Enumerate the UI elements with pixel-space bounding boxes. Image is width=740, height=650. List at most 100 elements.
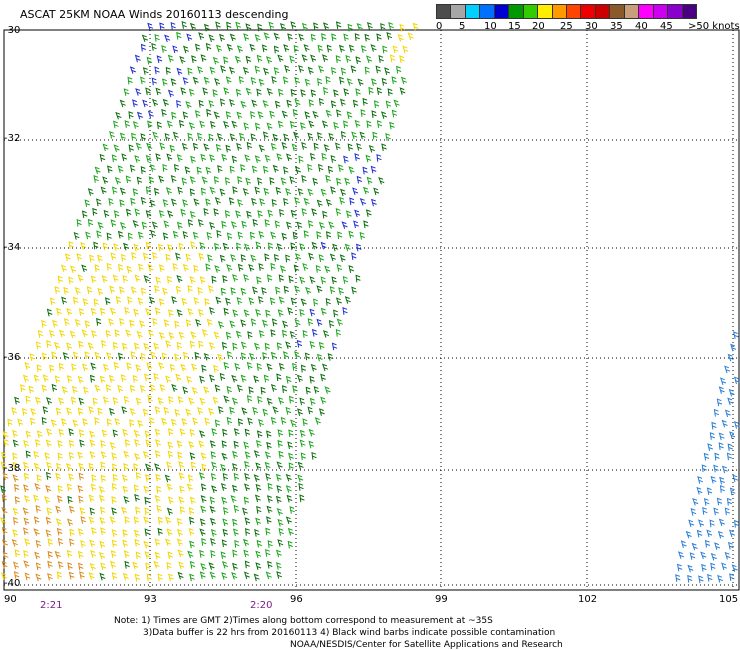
wind-barb bbox=[190, 363, 198, 371]
wind-barb bbox=[213, 208, 219, 216]
wind-barb bbox=[186, 33, 193, 42]
wind-barb bbox=[374, 100, 380, 109]
wind-barb bbox=[257, 177, 263, 186]
wind-barb bbox=[262, 165, 269, 174]
wind-barb bbox=[176, 154, 183, 162]
wind-barb bbox=[151, 42, 157, 51]
wind-barb bbox=[101, 429, 108, 438]
wind-barb bbox=[161, 417, 168, 426]
wind-barb bbox=[168, 331, 175, 340]
wind-barb bbox=[289, 330, 296, 339]
wind-barb bbox=[192, 76, 199, 85]
wind-barb bbox=[189, 573, 195, 582]
wind-barb bbox=[45, 516, 52, 525]
wind-barb bbox=[237, 231, 244, 240]
wind-barb bbox=[158, 298, 165, 307]
wind-barb bbox=[262, 131, 269, 140]
wind-barb bbox=[57, 495, 63, 504]
wind-barb bbox=[44, 496, 51, 504]
wind-barb bbox=[88, 516, 95, 525]
wind-barb bbox=[407, 32, 414, 41]
wind-speed-legend: 0 5 10 15 20 25 30 35 40 45 >50 knots bbox=[436, 4, 740, 36]
wind-barb bbox=[135, 88, 142, 96]
wind-barb bbox=[33, 450, 40, 459]
wind-barb bbox=[12, 529, 19, 537]
wind-barb bbox=[108, 374, 115, 383]
wind-barb bbox=[172, 263, 178, 271]
wind-barb bbox=[145, 186, 152, 194]
wind-barb bbox=[61, 418, 67, 427]
wind-barb bbox=[246, 210, 252, 219]
wind-barb bbox=[349, 197, 355, 206]
wind-barb bbox=[243, 309, 250, 318]
wind-barb bbox=[42, 374, 49, 383]
wind-barb bbox=[110, 550, 117, 558]
wind-barb bbox=[45, 439, 52, 448]
wind-barb bbox=[174, 353, 180, 362]
wind-barb bbox=[238, 76, 245, 84]
wind-barb bbox=[257, 210, 263, 218]
wind-barb bbox=[35, 573, 42, 582]
wind-barb bbox=[178, 461, 185, 469]
wind-barb bbox=[301, 22, 308, 31]
wind-barb bbox=[145, 241, 152, 250]
wind-barb bbox=[254, 122, 261, 131]
wind-barb bbox=[96, 230, 102, 239]
wind-barb bbox=[198, 252, 205, 261]
wind-barb bbox=[305, 286, 312, 295]
wind-barb bbox=[209, 571, 216, 580]
wind-barb bbox=[341, 221, 348, 229]
wind-barb bbox=[188, 122, 195, 130]
wind-barb bbox=[180, 363, 187, 372]
wind-barb bbox=[169, 363, 176, 372]
wind-barb bbox=[20, 384, 26, 392]
wind-barb bbox=[347, 23, 353, 32]
wind-barb bbox=[216, 132, 223, 141]
legend-label: 25 bbox=[560, 21, 573, 32]
wind-barb bbox=[175, 373, 182, 382]
wind-barb bbox=[307, 318, 314, 326]
wind-barb bbox=[286, 221, 292, 230]
wind-barb bbox=[240, 287, 247, 296]
wind-barb bbox=[224, 210, 231, 218]
wind-barb bbox=[165, 375, 172, 384]
wind-barb bbox=[732, 474, 739, 483]
wind-barb bbox=[145, 308, 152, 316]
wind-barb bbox=[134, 342, 140, 351]
wind-barb bbox=[126, 265, 133, 274]
wind-barb bbox=[330, 100, 337, 109]
wind-barb bbox=[283, 285, 289, 294]
wind-barb bbox=[106, 352, 113, 360]
wind-barb bbox=[389, 121, 395, 130]
wind-barb bbox=[223, 395, 230, 403]
wind-barb bbox=[187, 474, 194, 483]
wind-barb bbox=[129, 384, 136, 393]
wind-barb bbox=[170, 22, 176, 30]
wind-barb bbox=[56, 462, 62, 471]
wind-barb bbox=[351, 286, 357, 295]
wind-barb bbox=[35, 396, 41, 405]
wind-barb bbox=[164, 516, 172, 525]
wind-barb bbox=[219, 33, 225, 42]
wind-barb bbox=[199, 518, 206, 527]
wind-barb bbox=[203, 76, 210, 85]
wind-barb bbox=[226, 264, 233, 272]
wind-barb bbox=[230, 221, 237, 229]
wind-barb bbox=[258, 230, 265, 239]
wind-barb bbox=[14, 549, 20, 558]
wind-barb bbox=[362, 166, 368, 175]
wind-barb bbox=[273, 32, 280, 41]
legend-label: 35 bbox=[610, 21, 623, 32]
wind-barb bbox=[212, 56, 219, 65]
wind-barb bbox=[243, 122, 250, 131]
wind-barb bbox=[322, 210, 328, 219]
wind-barb bbox=[189, 428, 195, 437]
wind-barb bbox=[190, 331, 197, 339]
wind-barb bbox=[188, 528, 195, 536]
wind-barb bbox=[316, 353, 323, 362]
wind-barb bbox=[250, 254, 257, 263]
wind-barb bbox=[77, 375, 84, 384]
wind-barb bbox=[140, 43, 146, 52]
wind-barb bbox=[177, 571, 184, 580]
wind-barb bbox=[266, 122, 273, 131]
